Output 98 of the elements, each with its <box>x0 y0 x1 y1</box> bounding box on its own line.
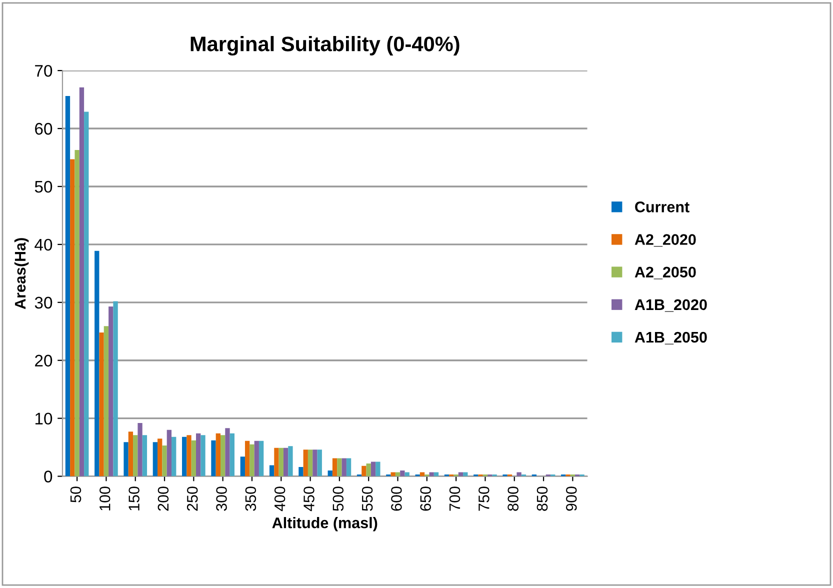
bar <box>186 435 192 476</box>
y-tick-label: 40 <box>34 238 52 251</box>
y-tick-label: 0 <box>44 470 52 482</box>
bar <box>162 446 167 476</box>
x-tick-label: 700 <box>449 486 460 511</box>
x-tick-label: 550 <box>362 486 373 511</box>
bar <box>362 466 366 476</box>
bar <box>269 465 274 476</box>
bar <box>104 326 109 476</box>
bar <box>298 467 304 476</box>
x-tick-label: 900 <box>566 486 577 511</box>
bar <box>328 470 332 476</box>
bar <box>366 464 371 476</box>
bar <box>124 442 128 476</box>
bar <box>211 440 216 476</box>
x-tick-label: 450 <box>304 486 314 512</box>
bar <box>65 96 70 476</box>
bar <box>342 458 346 476</box>
bar <box>158 438 162 476</box>
x-tick-label: 200 <box>158 486 169 511</box>
bar <box>225 428 230 476</box>
bar <box>434 472 439 476</box>
x-tick-label: 850 <box>536 486 548 511</box>
bar <box>429 472 434 476</box>
x-tick-label: 150 <box>128 486 140 510</box>
bar <box>420 472 425 476</box>
bar <box>216 433 220 476</box>
x-tick-label: 800 <box>508 486 518 511</box>
bar <box>182 436 187 476</box>
x-tick-label: 750 <box>478 486 490 511</box>
bar <box>191 440 196 476</box>
bar <box>283 448 288 476</box>
bar <box>113 301 118 476</box>
y-tick-label: 10 <box>35 412 52 425</box>
x-tick-label: 250 <box>186 486 198 511</box>
y-tick-label: 70 <box>35 64 52 77</box>
y-tick-label: 60 <box>35 122 52 135</box>
y-axis-title: Areas(Ha) <box>14 238 29 310</box>
bar <box>317 450 322 476</box>
bar <box>337 458 342 476</box>
bar <box>395 472 400 476</box>
bar <box>258 440 264 476</box>
legend-label: A1B_2050 <box>634 332 707 344</box>
bar <box>128 432 134 476</box>
bar <box>99 332 104 476</box>
bar <box>390 472 396 476</box>
bar <box>400 470 405 476</box>
bar <box>346 458 352 476</box>
bar <box>458 472 464 476</box>
bar <box>94 250 100 476</box>
bar <box>516 472 522 476</box>
bar <box>370 462 376 476</box>
bar <box>142 435 148 476</box>
x-tick-label: 400 <box>274 486 286 512</box>
legend-label: Current <box>635 202 690 212</box>
bar <box>196 433 201 476</box>
bar <box>79 87 84 476</box>
bar <box>303 450 308 476</box>
y-tick-label: 20 <box>35 354 52 367</box>
bar <box>244 440 250 476</box>
y-tick-label: 30 <box>34 296 52 309</box>
x-tick-label: 300 <box>216 486 227 511</box>
x-tick-label: 600 <box>391 486 402 511</box>
x-tick-label: 100 <box>99 486 110 510</box>
x-tick-label: 350 <box>245 486 256 511</box>
bar <box>200 435 206 476</box>
legend-label: A1B_2020 <box>634 299 707 312</box>
bar <box>376 462 380 476</box>
x-tick-label: 650 <box>420 486 432 511</box>
bar <box>463 472 468 476</box>
legend-label: A2_2020 <box>634 234 696 247</box>
bar <box>166 430 172 476</box>
bar <box>288 446 293 476</box>
bar <box>404 472 410 476</box>
bar <box>84 112 89 476</box>
bar <box>278 448 284 476</box>
y-tick-label: 50 <box>34 180 52 193</box>
bar <box>74 150 80 476</box>
bar <box>70 159 75 476</box>
legend-label: A2_2050 <box>634 266 696 280</box>
bar <box>152 442 158 476</box>
x-axis-title: Altitude (masl) <box>272 517 378 532</box>
chart-title: Marginal Suitability (0-40%) <box>190 36 460 56</box>
bar <box>274 448 279 476</box>
x-tick-label: 500 <box>332 486 344 511</box>
bar <box>308 450 313 476</box>
bar <box>138 422 142 476</box>
bar <box>220 435 226 476</box>
bar <box>250 444 254 476</box>
bar <box>108 306 114 476</box>
bar <box>133 435 138 476</box>
bar <box>332 458 338 476</box>
bar <box>254 440 259 476</box>
x-tick-label: 50 <box>70 486 82 502</box>
bar <box>230 433 234 476</box>
bar <box>312 450 318 476</box>
bar <box>172 436 176 476</box>
bar <box>240 456 245 476</box>
